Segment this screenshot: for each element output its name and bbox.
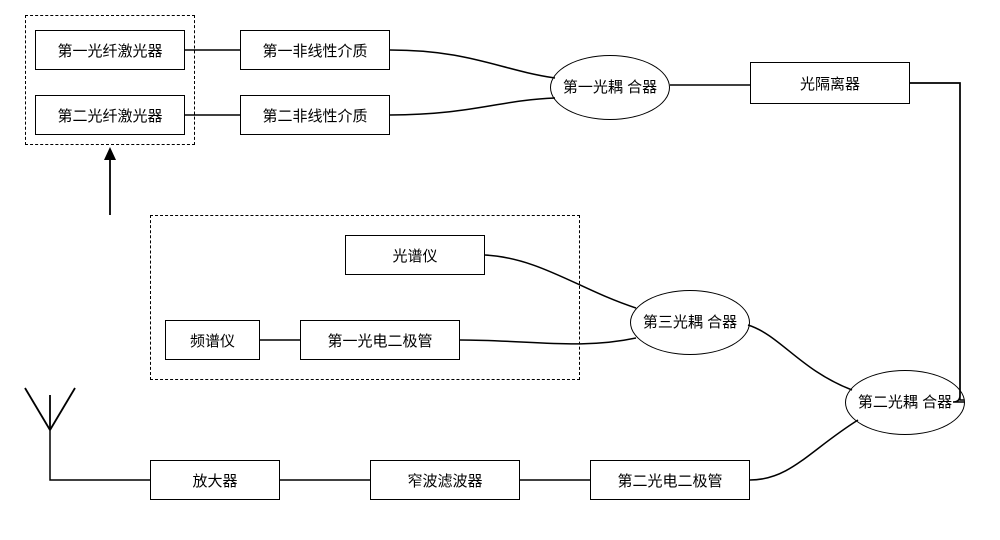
antenna-icon: [25, 388, 75, 430]
node-filter: 窄波滤波器: [370, 460, 520, 500]
node-medium2: 第二非线性介质: [240, 95, 390, 135]
node-photodiode2: 第二光电二极管: [590, 460, 750, 500]
node-coupler3: 第三光耦 合器: [630, 290, 750, 355]
node-laser2: 第二光纤激光器: [35, 95, 185, 135]
node-medium1: 第一非线性介质: [240, 30, 390, 70]
node-photodiode1: 第一光电二极管: [300, 320, 460, 360]
node-spectrum-analyzer: 频谱仪: [165, 320, 260, 360]
node-coupler1: 第一光耦 合器: [550, 55, 670, 120]
node-laser1: 第一光纤激光器: [35, 30, 185, 70]
node-isolator: 光隔离器: [750, 62, 910, 104]
node-spectrometer: 光谱仪: [345, 235, 485, 275]
node-amplifier: 放大器: [150, 460, 280, 500]
node-coupler2: 第二光耦 合器: [845, 370, 965, 435]
